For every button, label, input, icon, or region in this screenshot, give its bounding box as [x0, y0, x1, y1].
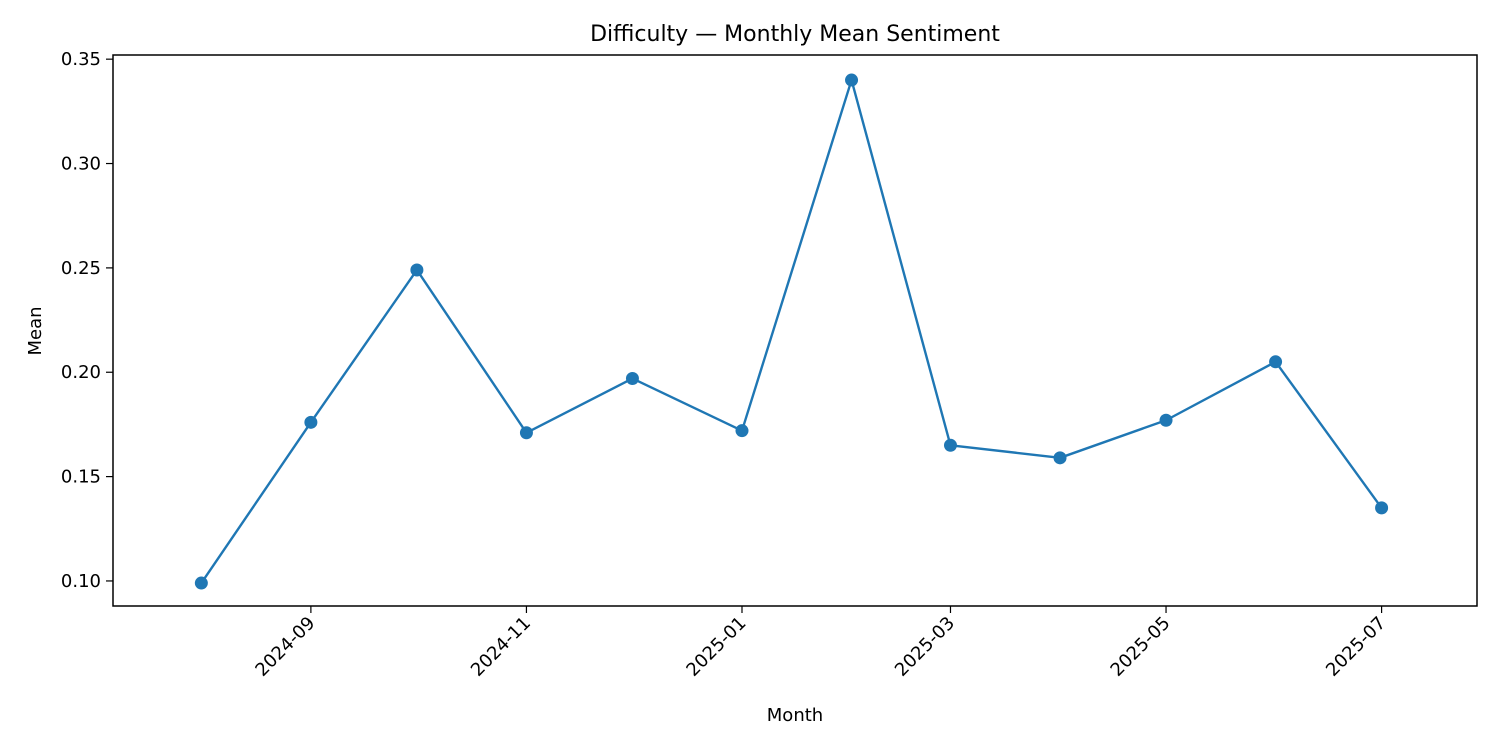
x-tick-label: 2025-03	[891, 613, 959, 681]
y-axis-title: Mean	[25, 306, 46, 355]
series-line	[200, 78, 1383, 584]
x-axis-title: Month	[767, 705, 823, 726]
plot-frame	[112, 54, 1478, 607]
x-tick-label: 2025-05	[1107, 613, 1175, 681]
chart-title: Difficulty — Monthly Mean Sentiment	[590, 22, 1000, 47]
plot-area	[194, 73, 1389, 590]
data-point-2025-01	[735, 424, 749, 438]
y-axis-ticks: 0.10 0.15 0.20 0.25 0.30 0.35	[61, 49, 113, 592]
y-tick-label: 0.10	[61, 571, 101, 592]
data-point-2025-06	[1269, 355, 1283, 369]
data-point-2025-03	[943, 438, 957, 452]
data-point-2024-12	[625, 372, 639, 386]
y-tick-label: 0.30	[61, 154, 101, 175]
data-point-2025-02	[845, 73, 859, 87]
x-tick-label: 2025-07	[1322, 613, 1390, 681]
data-point-2025-04	[1053, 451, 1067, 465]
x-axis-ticks: 2024-09 2024-11 2025-01 2025-03 2025-05 2025-…	[251, 606, 1390, 681]
x-tick-label: 2025-01	[682, 613, 750, 681]
data-point-2024-10	[410, 263, 424, 277]
data-point-2024-11	[519, 426, 533, 440]
x-tick-label: 2024-11	[467, 613, 535, 681]
y-tick-label: 0.20	[61, 362, 101, 383]
data-point-2024-09	[304, 415, 318, 429]
data-point-2025-05	[1159, 413, 1173, 427]
y-tick-label: 0.25	[61, 258, 101, 279]
x-tick-label: 2024-09	[251, 613, 319, 681]
y-tick-label: 0.35	[61, 49, 101, 70]
data-point-2025-07	[1375, 501, 1389, 515]
data-point-2024-08	[194, 576, 208, 590]
y-tick-label: 0.15	[61, 467, 101, 488]
